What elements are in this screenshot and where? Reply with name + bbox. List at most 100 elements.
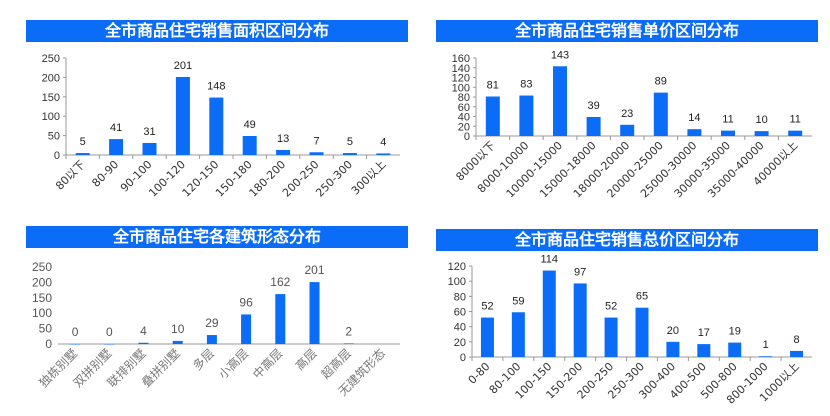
data-label: 1 (763, 339, 769, 351)
y-tick-label: 100 (448, 276, 466, 288)
y-tick-label: 250 (42, 53, 60, 65)
y-tick-label: 160 (452, 53, 470, 65)
bar (790, 350, 804, 357)
data-label: 83 (520, 79, 532, 91)
data-label: 11 (789, 114, 800, 126)
y-tick-label: 250 (32, 260, 52, 274)
data-label: 14 (688, 112, 700, 124)
bar (519, 95, 534, 136)
bar (604, 317, 618, 357)
bar (754, 131, 769, 136)
y-tick-label: 60 (454, 307, 466, 319)
category-label: 80-90 (89, 158, 121, 190)
data-label: 96 (239, 295, 253, 309)
data-label: 52 (605, 301, 617, 313)
y-tick-label: 0 (45, 337, 52, 351)
bar (138, 342, 149, 344)
y-tick-label: 50 (48, 131, 60, 143)
data-label: 10 (171, 322, 185, 336)
bar (697, 344, 711, 357)
y-tick-label: 120 (452, 73, 470, 85)
bar (242, 135, 257, 155)
bar (142, 142, 157, 155)
data-label: 39 (587, 100, 599, 112)
category-label: 叠拼别墅 (139, 346, 183, 390)
y-tick-label: 100 (42, 111, 60, 123)
category-label: 80以下 (53, 158, 88, 193)
y-tick-label: 80 (458, 92, 470, 104)
data-label: 65 (636, 291, 648, 303)
data-label: 5 (80, 136, 86, 148)
bar (788, 130, 803, 136)
data-label: 81 (487, 80, 499, 92)
y-tick-label: 60 (458, 102, 470, 114)
y-tick-label: 50 (39, 322, 53, 336)
bar (175, 77, 190, 155)
y-tick-label: 40 (454, 322, 466, 334)
bar (721, 130, 735, 136)
data-label: 5 (347, 136, 353, 148)
category-label: 多层 (190, 346, 217, 373)
data-label: 23 (621, 108, 633, 120)
y-tick-label: 0 (464, 131, 470, 143)
y-tick-label: 120 (448, 261, 466, 273)
bar (728, 342, 742, 357)
data-label: 49 (244, 119, 256, 131)
category-label: 小高层 (215, 346, 251, 382)
data-label: 52 (481, 301, 493, 313)
data-label: 11 (722, 114, 733, 126)
data-label: 148 (207, 81, 225, 93)
data-label: 31 (143, 126, 155, 138)
bar (511, 312, 525, 357)
bar (309, 152, 324, 155)
bar (573, 283, 587, 357)
data-label: 143 (551, 49, 569, 61)
y-tick-label: 200 (32, 275, 52, 289)
data-label: 8 (793, 334, 799, 346)
y-tick-label: 150 (32, 291, 52, 305)
y-tick-label: 100 (452, 82, 470, 94)
bar (553, 66, 567, 136)
y-tick-label: 20 (458, 121, 470, 133)
y-tick-label: 20 (454, 337, 466, 349)
data-label: 0 (72, 325, 79, 339)
bar (70, 344, 81, 345)
bar (276, 149, 291, 155)
bar (309, 282, 320, 344)
data-label: 0 (106, 325, 113, 339)
data-label: 13 (277, 133, 289, 145)
category-label: 300以上 (349, 158, 389, 198)
bar (635, 307, 649, 357)
category-label: 高层 (292, 346, 320, 374)
bar (275, 294, 286, 344)
y-tick-label: 140 (452, 63, 470, 75)
bar (666, 341, 680, 357)
data-label: 41 (110, 122, 122, 134)
data-label: 7 (313, 135, 319, 147)
bar (241, 314, 252, 344)
data-label: 2 (345, 324, 352, 338)
bar (104, 344, 115, 345)
data-label: 10 (755, 114, 767, 126)
bar (485, 96, 500, 136)
category-label: 0-80 (466, 360, 493, 387)
bar (343, 343, 354, 344)
bar (109, 139, 124, 155)
data-label: 59 (512, 295, 524, 307)
data-label: 29 (205, 316, 219, 330)
y-tick-label: 100 (32, 306, 52, 320)
bar (687, 129, 702, 136)
bar (620, 124, 635, 136)
bar (376, 153, 391, 155)
y-tick-label: 150 (42, 92, 60, 104)
data-label: 17 (698, 327, 710, 339)
category-label: 250-300 (313, 158, 355, 200)
data-label: 4 (140, 324, 147, 338)
y-tick-label: 80 (454, 291, 466, 303)
y-tick-label: 200 (42, 72, 60, 84)
data-label: 201 (174, 60, 192, 72)
data-label: 162 (270, 275, 290, 289)
chart-title-unit-price: 全市商品住宅销售单价区间分布 (436, 20, 818, 42)
bar (653, 92, 668, 136)
